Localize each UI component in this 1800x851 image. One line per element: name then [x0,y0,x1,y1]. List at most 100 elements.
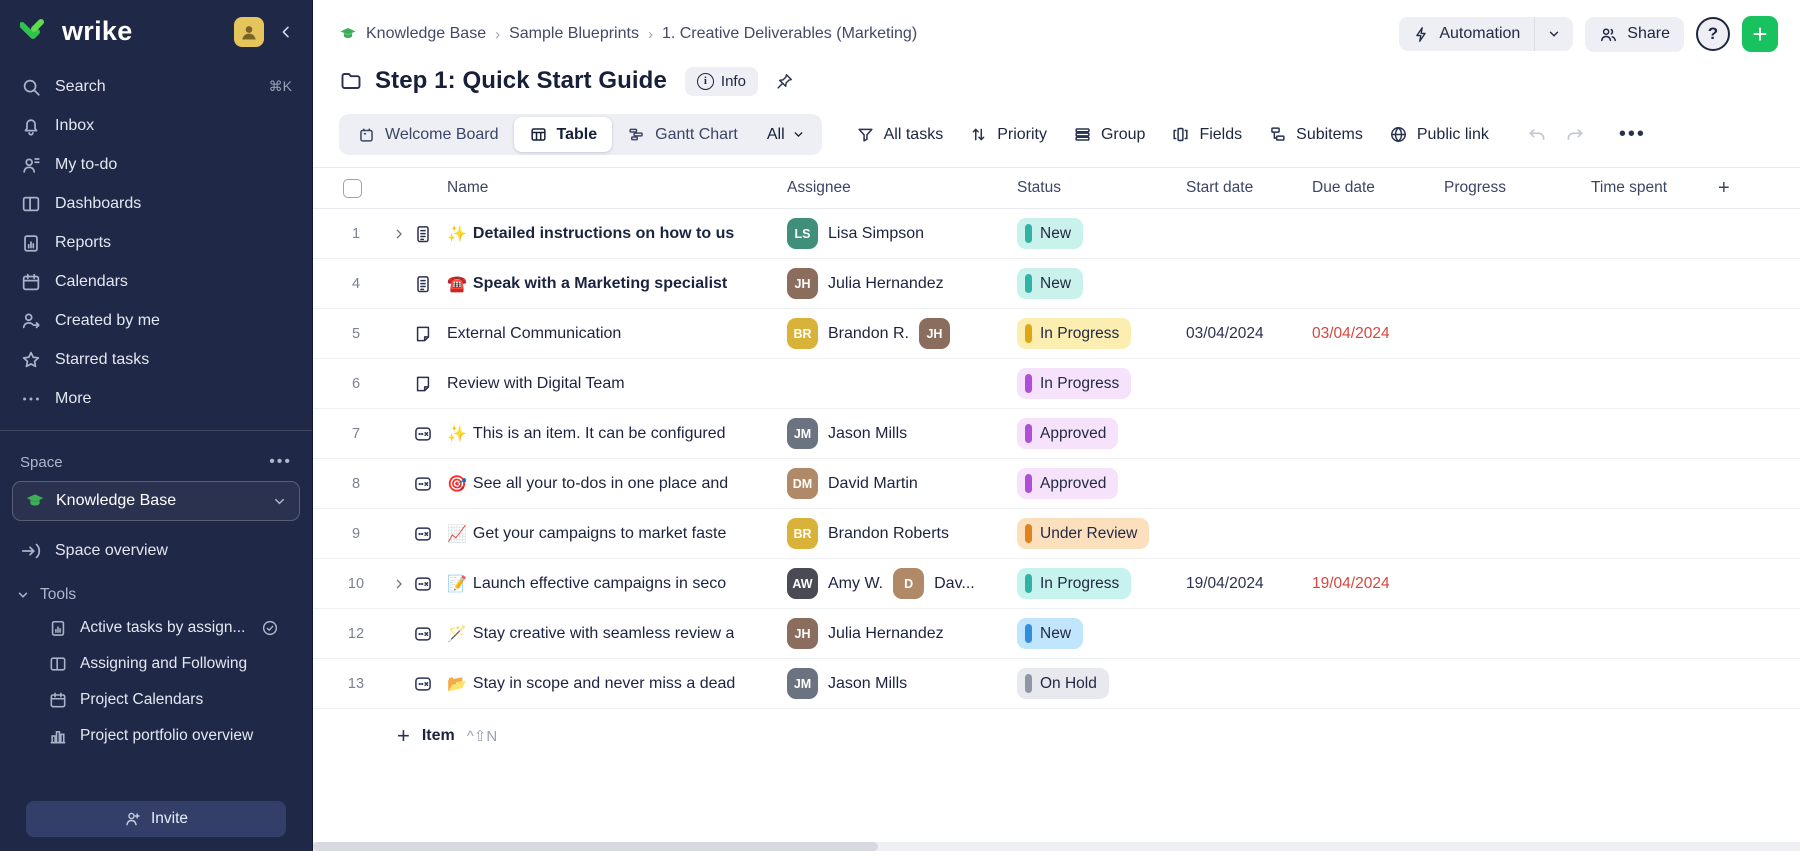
task-name[interactable]: ✨ This is an item. It can be configured [447,424,787,444]
sidebar-item-more[interactable]: More [8,379,304,418]
view-tab-welcome-board[interactable]: Welcome Board [342,117,514,152]
table-row[interactable]: 1 ✨ Detailed instructions on how to us LS Li… [313,209,1800,259]
assignee-cell[interactable]: JM Jason Mills [787,668,1017,699]
task-name[interactable]: External Communication [447,325,787,343]
column-header-due-date[interactable]: Due date [1312,179,1375,196]
space-selector[interactable]: Knowledge Base [12,481,300,521]
help-button[interactable]: ? [1696,17,1730,51]
row-expand-chevron-icon[interactable] [385,227,413,241]
tool-item-project-portfolio-overview[interactable]: Project portfolio overview [0,718,312,754]
assignee-cell[interactable]: DM David Martin [787,468,1017,499]
tool-item-assigning-and-following[interactable]: Assigning and Following [0,646,312,682]
task-name[interactable]: 🪄 Stay creative with seamless review a [447,624,787,644]
create-button[interactable]: + [1742,16,1778,52]
table-row[interactable]: 10 📝 Launch effective campaigns in seco AW A… [313,559,1800,609]
assignee-cell[interactable]: JM Jason Mills [787,418,1017,449]
due-date[interactable]: 03/04/2024 [1312,324,1390,342]
table-row[interactable]: 12 🪄 Stay creative with seamless review a J… [313,609,1800,659]
automation-button[interactable]: Automation [1399,17,1534,51]
task-name[interactable]: 📈 Get your campaigns to market faste [447,524,787,544]
view-tab-table[interactable]: Table [513,117,613,152]
assignee-cell[interactable]: JH Julia Hernandez [787,618,1017,649]
status-badge[interactable]: In Progress [1017,368,1132,399]
undo-icon[interactable] [1527,125,1547,145]
due-date[interactable]: 19/04/2024 [1312,574,1390,592]
tools-section-toggle[interactable]: Tools [0,570,312,610]
select-all-checkbox[interactable] [343,178,362,198]
status-badge[interactable]: Approved [1017,418,1119,449]
status-badge[interactable]: In Progress [1017,568,1132,599]
user-avatar[interactable] [234,16,264,47]
breadcrumb-item[interactable]: Sample Blueprints [509,25,639,42]
table-row[interactable]: 4 ☎️ Speak with a Marketing specialist JH Ju… [313,259,1800,309]
start-date[interactable]: 19/04/2024 [1186,574,1264,592]
status-badge[interactable]: New [1017,618,1084,649]
assignee-cell[interactable]: BR Brandon R. JH [787,318,1017,349]
table-row[interactable]: 8 🎯 See all your to-dos in one place and DM… [313,459,1800,509]
breadcrumb-item[interactable]: Knowledge Base [366,25,487,42]
view-filter-dropdown[interactable]: All [753,118,819,152]
task-name[interactable]: ✨ Detailed instructions on how to us [447,224,787,244]
sidebar-item-dashboards[interactable]: Dashboards [8,184,304,223]
chevron-right-icon[interactable] [392,577,406,591]
status-badge[interactable]: New [1017,268,1084,299]
horizontal-scrollbar[interactable] [313,842,1800,851]
sidebar-item-reports[interactable]: Reports [8,223,304,262]
task-name[interactable]: 📝 Launch effective campaigns in seco [447,574,787,594]
toolbar-more-icon[interactable]: ••• [1618,123,1646,145]
sidebar-item-created-by-me[interactable]: Created by me [8,301,304,340]
toolbar-group-button[interactable]: Group [1073,125,1145,144]
add-column-button[interactable]: + [1718,176,1730,199]
sidebar-item-calendars[interactable]: Calendars [8,262,304,301]
add-item-label[interactable]: Item [421,727,455,744]
task-name[interactable]: ☎️ Speak with a Marketing specialist [447,274,787,294]
assignee-cell[interactable]: LS Lisa Simpson [787,218,1017,249]
table-row[interactable]: 6 Review with Digital Team In Progress [313,359,1800,409]
share-button[interactable]: Share [1585,16,1684,52]
sidebar-item-inbox[interactable]: Inbox [8,106,304,145]
chevron-right-icon[interactable] [392,227,406,241]
assignee-cell[interactable]: JH Julia Hernandez [787,268,1017,299]
status-badge[interactable]: New [1017,218,1084,249]
automation-dropdown-button[interactable] [1534,17,1573,51]
status-badge[interactable]: Approved [1017,468,1119,499]
status-badge[interactable]: Under Review [1017,518,1150,549]
column-header-status[interactable]: Status [1017,179,1061,196]
tool-item-active-tasks-by-assign-[interactable]: Active tasks by assign... [0,610,312,646]
toolbar-fields-button[interactable]: Fields [1171,125,1242,144]
column-header-start-date[interactable]: Start date [1186,179,1254,196]
space-menu-icon[interactable]: ••• [269,453,292,470]
assignee-cell[interactable]: AW Amy W. D Dav... [787,568,1017,599]
status-badge[interactable]: In Progress [1017,318,1132,349]
start-date[interactable]: 03/04/2024 [1186,324,1264,342]
column-header-progress[interactable]: Progress [1444,179,1507,196]
pin-icon[interactable] [770,66,800,96]
sidebar-item-starred-tasks[interactable]: Starred tasks [8,340,304,379]
assignee-cell[interactable]: BR Brandon Roberts [787,518,1017,549]
task-name[interactable]: Review with Digital Team [447,375,787,393]
column-header-assignee[interactable]: Assignee [787,179,851,196]
sidebar-item-space-overview[interactable]: Space overview [8,531,304,570]
row-expand-chevron-icon[interactable] [385,577,413,591]
toolbar-priority-button[interactable]: Priority [969,125,1047,144]
invite-button[interactable]: Invite [26,801,286,837]
column-header-time-spent[interactable]: Time spent [1591,179,1668,196]
toolbar-public-link-button[interactable]: Public link [1389,125,1489,144]
table-row[interactable]: 13 📂 Stay in scope and never miss a dead JM… [313,659,1800,709]
sidebar-item-my-to-do[interactable]: My to-do [8,145,304,184]
add-item-plus-icon[interactable]: + [397,723,410,748]
toolbar-subitems-button[interactable]: Subitems [1268,125,1363,144]
task-name[interactable]: 🎯 See all your to-dos in one place and [447,474,787,494]
column-header-name[interactable]: Name [447,179,489,196]
view-tab-gantt-chart[interactable]: Gantt Chart [612,117,753,152]
table-row[interactable]: 9 📈 Get your campaigns to market faste BR Br… [313,509,1800,559]
sidebar-item-search[interactable]: Search ⌘K [8,67,304,106]
status-badge[interactable]: On Hold [1017,668,1109,699]
info-button[interactable]: i Info [684,66,758,96]
table-row[interactable]: 5 External Communication BR Brandon R. JH In … [313,309,1800,359]
breadcrumb-item[interactable]: 1. Creative Deliverables (Marketing) [661,25,918,42]
redo-icon[interactable] [1565,125,1585,145]
tool-item-project-calendars[interactable]: Project Calendars [0,682,312,718]
table-row[interactable]: 7 ✨ This is an item. It can be configured J… [313,409,1800,459]
sidebar-collapse-icon[interactable] [274,20,298,44]
